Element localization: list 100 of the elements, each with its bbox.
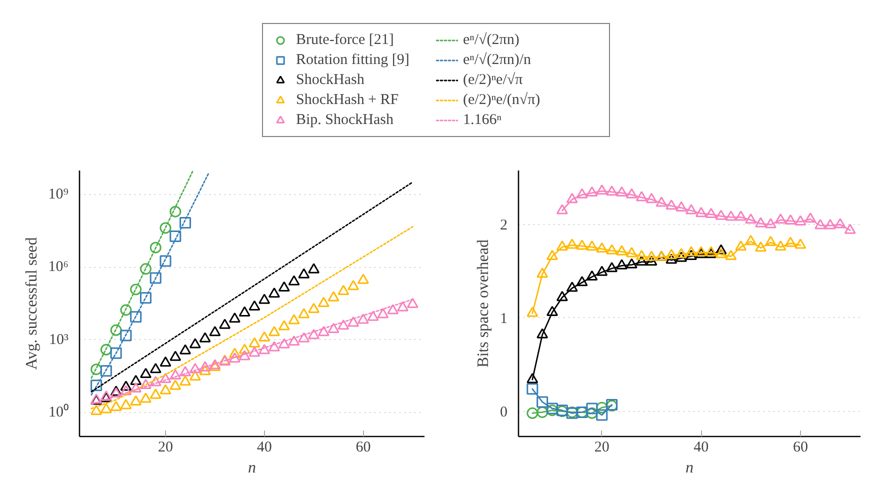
point [576, 240, 588, 250]
x-tick-label: 60 [792, 440, 808, 456]
point [566, 282, 578, 292]
point [209, 326, 221, 336]
point [754, 217, 766, 228]
point [715, 248, 727, 258]
point [140, 392, 152, 403]
point [189, 362, 201, 374]
point [596, 266, 608, 276]
point [536, 396, 548, 408]
point [180, 344, 192, 354]
point [556, 240, 568, 251]
point [130, 382, 142, 393]
legend-label: 1.166ⁿ [463, 110, 502, 130]
point [357, 314, 369, 324]
point [636, 250, 648, 260]
point [656, 196, 668, 207]
legend-label: ShockHash [296, 70, 366, 90]
point [268, 341, 280, 352]
point [348, 316, 360, 327]
point [646, 250, 658, 261]
point [576, 188, 588, 198]
point [258, 344, 270, 354]
point [546, 306, 558, 316]
y-tick-label: 10⁶ [48, 259, 69, 276]
point [338, 320, 350, 330]
point [120, 385, 132, 396]
legend-label: eⁿ/√(2πn) [463, 30, 520, 50]
point [764, 236, 776, 246]
point [130, 374, 142, 386]
point [794, 238, 806, 249]
point [377, 308, 389, 318]
y-tick-label: 10⁰ [48, 403, 68, 420]
point [745, 234, 757, 246]
point [606, 185, 618, 196]
y-tick-label: 10³ [49, 332, 70, 348]
point [199, 332, 211, 342]
point [596, 242, 608, 253]
point [636, 191, 648, 202]
point [120, 304, 132, 316]
point [180, 217, 192, 229]
point [725, 250, 737, 260]
point [784, 236, 796, 247]
y-tick-label: 10⁹ [48, 186, 69, 203]
point [328, 322, 340, 333]
point [774, 240, 786, 251]
point [367, 310, 379, 321]
point [228, 352, 240, 363]
point [219, 318, 231, 329]
point [278, 320, 290, 330]
point [834, 218, 846, 228]
point [110, 400, 122, 412]
point [180, 366, 192, 376]
point [536, 328, 548, 338]
point [646, 192, 658, 204]
point [248, 346, 260, 357]
legend-label: Rotation fitting [9] [296, 50, 410, 70]
point [199, 364, 211, 376]
point [636, 255, 648, 266]
point [774, 213, 786, 224]
point [338, 284, 350, 296]
point [754, 241, 766, 252]
legend-label: ShockHash + RF [296, 90, 400, 110]
y-tick-label: 1 [500, 310, 508, 327]
point [258, 294, 270, 304]
point [238, 306, 250, 316]
point [110, 347, 122, 359]
point [308, 263, 320, 274]
point [804, 212, 816, 223]
point [189, 370, 201, 381]
point [150, 242, 162, 254]
point [576, 276, 588, 286]
point [238, 344, 250, 354]
point [100, 344, 112, 356]
point [685, 246, 697, 256]
x-axis-title: n [248, 460, 256, 476]
point [100, 403, 112, 414]
point [566, 238, 578, 249]
point [666, 254, 678, 264]
point [298, 332, 310, 342]
point [824, 219, 836, 230]
point [120, 380, 132, 391]
point [685, 250, 697, 260]
point [298, 268, 310, 278]
x-tick-label: 40 [256, 440, 272, 456]
point [844, 224, 856, 234]
point [308, 302, 320, 314]
point [120, 399, 132, 410]
point [238, 350, 250, 360]
point [189, 338, 201, 348]
point [288, 275, 300, 286]
point [150, 388, 162, 399]
point [616, 245, 628, 256]
point [387, 304, 399, 314]
point [328, 291, 340, 302]
point [150, 272, 162, 284]
x-tick-label: 60 [356, 440, 371, 456]
point [556, 204, 568, 214]
point [725, 210, 737, 221]
point [120, 330, 132, 342]
